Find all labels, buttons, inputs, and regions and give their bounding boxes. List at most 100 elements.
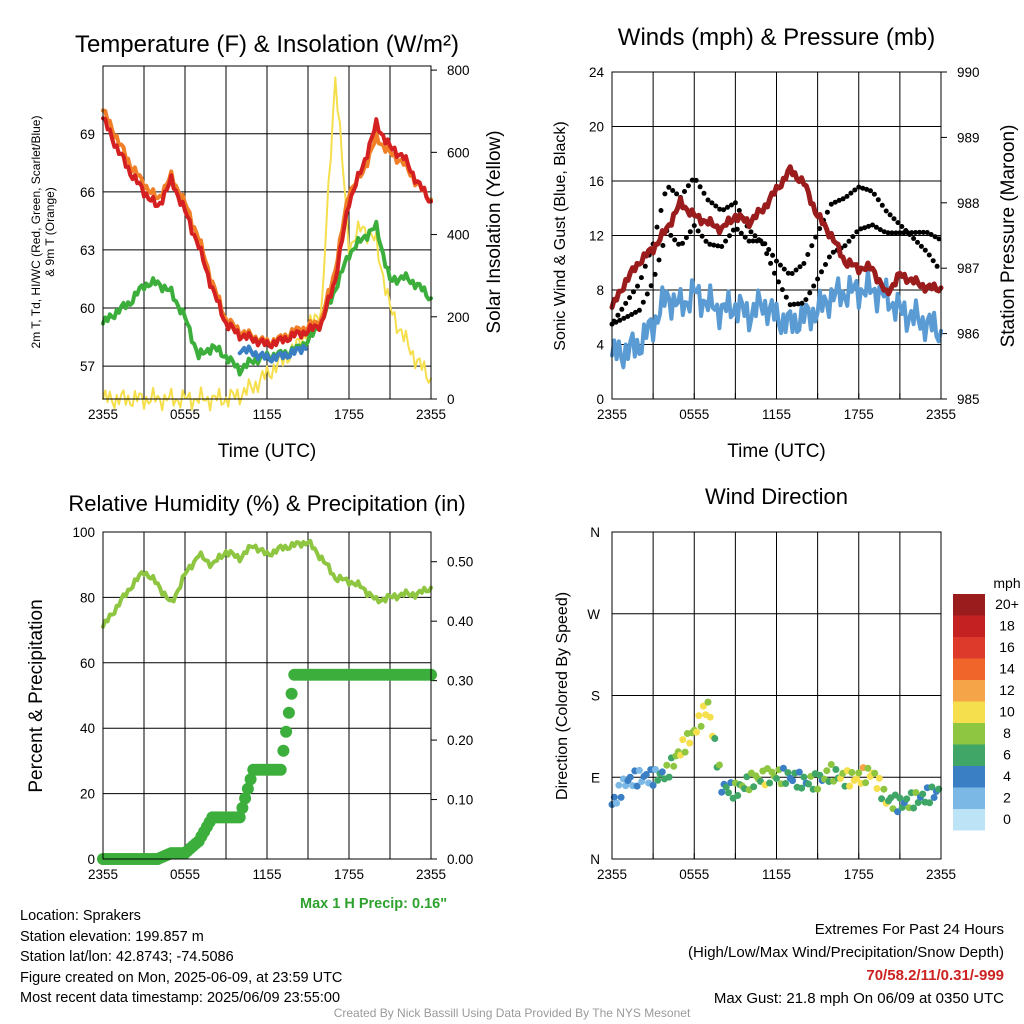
- wind-gust-point: [891, 216, 897, 222]
- wind-gust-point: [695, 228, 701, 234]
- wind-gust-point: [777, 262, 783, 268]
- wind-gust-point: [799, 300, 805, 306]
- rh-precip-point: [282, 706, 295, 719]
- wind-gust-point: [750, 238, 756, 244]
- wind-gust-point: [680, 240, 685, 246]
- wind-gust-point: [654, 224, 660, 230]
- wind-title: Winds (mph) & Pressure (mb): [618, 24, 935, 51]
- wind-gust-point: [776, 279, 781, 285]
- rh-precip-point: [274, 763, 287, 776]
- dir-point: [928, 783, 936, 791]
- wind-gust-point: [897, 230, 903, 236]
- dir-point: [795, 768, 803, 776]
- rh-y2tick-label: 0.40: [447, 614, 473, 629]
- wind-gust-point: [915, 239, 920, 245]
- dir-point: [663, 761, 671, 769]
- dir-point: [789, 777, 796, 785]
- wind-ytick-label: 0: [596, 392, 604, 407]
- dir-point: [896, 794, 904, 802]
- colorbar-label: 6: [1003, 747, 1011, 763]
- temp-ylabel-line1: 2m T, Td, HI/WC (Red, Green, Scarlet/Blu…: [29, 116, 43, 349]
- dir-point: [827, 761, 835, 768]
- wind-gust-point: [866, 223, 871, 229]
- wind-ytick-label: 8: [596, 283, 604, 298]
- wind-y2label: Station Pressure (Maroon): [998, 125, 1019, 348]
- dir-point: [649, 781, 657, 789]
- wind-gust-point: [860, 185, 866, 191]
- rh-xtick-label: 1755: [334, 867, 364, 882]
- temp-xlabel: Time (UTC): [218, 441, 317, 462]
- wind-gust-point: [785, 270, 791, 276]
- wind-gust-point: [797, 264, 803, 270]
- wind-gust-point: [830, 249, 836, 255]
- wind-gust-point: [913, 230, 918, 235]
- wind-gust-point: [842, 243, 848, 249]
- wind-gust-point: [693, 177, 699, 183]
- temp-frame: [102, 65, 432, 400]
- colorbar-label: 18: [999, 618, 1015, 634]
- wind-ylabel: Sonic Wind & Gust (Blue, Black): [552, 121, 569, 350]
- wind-xlabel: Time (UTC): [727, 441, 826, 462]
- wind-gust-point: [627, 295, 633, 301]
- colorbar-swatch: [953, 723, 985, 745]
- temp-series-hi-wc: [237, 344, 308, 364]
- wind-gust-point: [889, 230, 895, 236]
- wind-gust-point: [633, 309, 638, 315]
- wind-gust-point: [826, 254, 832, 260]
- colorbar-label: 16: [999, 639, 1015, 655]
- wind-gust-point: [640, 299, 646, 305]
- dir-point: [914, 799, 922, 806]
- rh-precip-point: [233, 811, 246, 824]
- wind-gust-point: [635, 283, 640, 289]
- wind-gust-point: [870, 222, 875, 228]
- wind-gust-point: [719, 244, 725, 249]
- wind-gust-point: [840, 196, 846, 202]
- temp-ytick-label: 60: [80, 301, 95, 316]
- rh-y2tick-label: 0.30: [447, 674, 473, 689]
- dir-point: [615, 781, 623, 789]
- temp-xtick-label: 0555: [170, 407, 200, 422]
- wind-gust-point: [909, 230, 915, 236]
- wind-gust-point: [895, 220, 901, 226]
- wind-gust-point: [768, 260, 774, 266]
- wind-gust-point: [854, 229, 860, 235]
- wind-gust-point: [781, 266, 787, 272]
- temp-xtick-label: 2355: [88, 407, 118, 422]
- rh-ytick-label: 80: [80, 590, 95, 605]
- rh-xtick-label: 0555: [170, 867, 200, 882]
- wind-gust-point: [817, 226, 823, 232]
- wind-series-sonic-wind: [610, 268, 943, 370]
- rh-xtick-label: 2355: [88, 867, 118, 882]
- wind-xtick-label: 1755: [844, 407, 874, 422]
- dir-point: [864, 764, 872, 772]
- temp-ytick-label: 57: [80, 359, 95, 374]
- wind-gust-point: [752, 233, 758, 239]
- dir-point: [903, 795, 911, 803]
- wind-gust-point: [717, 206, 723, 212]
- rh-series-relative-humidity: [101, 538, 433, 629]
- colorbar-swatch: [953, 701, 985, 723]
- rh-y2tick-label: 0.10: [447, 793, 473, 808]
- dir-point: [670, 762, 678, 770]
- wind-gust-point: [920, 229, 926, 235]
- latlon-text: Station lat/lon: 42.8743; -74.5086: [20, 949, 234, 965]
- wind-y2tick-label: 989: [957, 130, 980, 145]
- temp-ytick-label: 69: [80, 127, 95, 142]
- dir-point: [734, 792, 742, 799]
- wind-series-station-pressure: [609, 164, 944, 310]
- dir-point: [814, 785, 822, 793]
- wind-gust-point: [924, 230, 930, 235]
- temp-title: Temperature (F) & Insolation (W/m²): [75, 31, 459, 58]
- colorbar-swatch: [953, 766, 985, 788]
- wind-gust-point: [783, 294, 789, 300]
- wind-gust-point: [697, 184, 703, 190]
- dir-point: [658, 768, 666, 776]
- dir-point: [846, 782, 854, 790]
- dir-point: [798, 784, 806, 792]
- rh-precip-point: [236, 801, 249, 814]
- colorbar-label: 4: [1003, 768, 1011, 784]
- dir-point: [832, 766, 840, 773]
- wind-gust-point: [813, 234, 819, 240]
- wind-gust-point: [762, 241, 768, 247]
- wind-gust-point: [766, 247, 772, 252]
